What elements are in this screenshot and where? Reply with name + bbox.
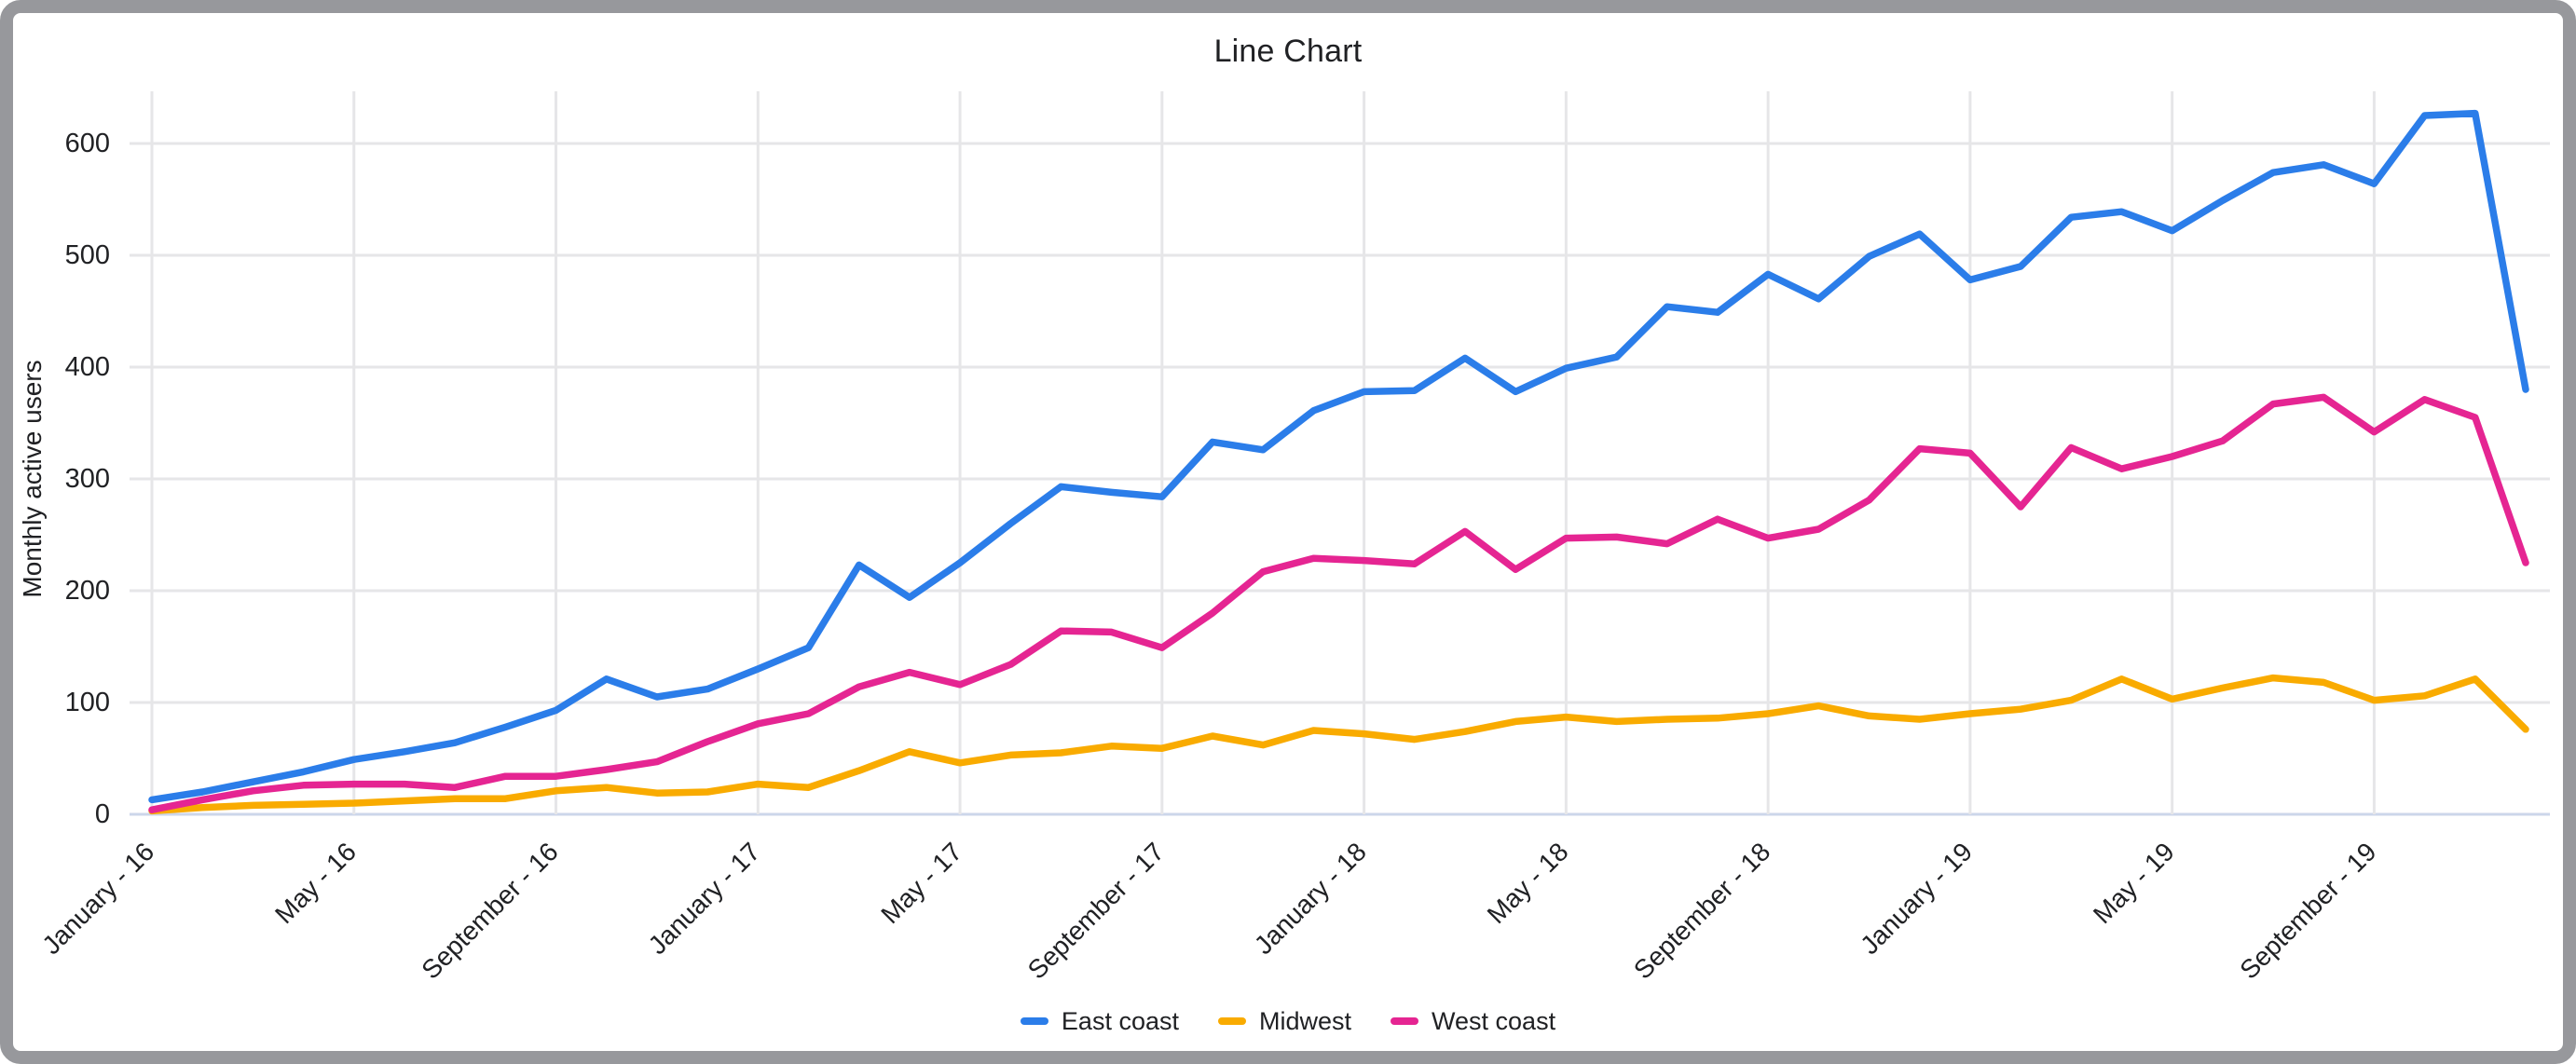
legend-item-midwest[interactable]: Midwest bbox=[1217, 1006, 1352, 1036]
y-tick-label: 500 bbox=[65, 240, 110, 270]
legend-swatch bbox=[1020, 1017, 1048, 1025]
x-tick-label: September - 17 bbox=[1022, 837, 1170, 984]
series-line-east-coast[interactable] bbox=[148, 109, 2529, 804]
legend-label: East coast bbox=[1061, 1006, 1179, 1035]
x-tick-label: May - 18 bbox=[1482, 837, 1574, 929]
y-gridlines bbox=[130, 142, 2550, 816]
x-tick-label: September - 18 bbox=[1628, 837, 1775, 984]
x-tick-label: May - 17 bbox=[875, 837, 967, 929]
x-tick-label: September - 19 bbox=[2234, 837, 2381, 984]
x-tick-labels: January - 16 May - 16 September - 16 Januar… bbox=[36, 837, 2381, 984]
series-line-west-coast[interactable] bbox=[148, 393, 2529, 813]
x-tick-label: May - 19 bbox=[2088, 837, 2180, 929]
x-tick-label: January - 18 bbox=[1249, 837, 1372, 960]
y-tick-label: 0 bbox=[95, 799, 110, 829]
y-axis-title: Monthly active users bbox=[18, 360, 47, 597]
x-tick-label: January - 19 bbox=[1855, 837, 1978, 960]
y-tick-label: 600 bbox=[65, 129, 110, 158]
series-lines bbox=[148, 109, 2529, 815]
y-tick-label: 300 bbox=[65, 464, 110, 494]
y-tick-labels: 0 100 200 300 400 500 600 bbox=[65, 129, 110, 829]
legend-label: West coast bbox=[1432, 1006, 1556, 1035]
x-tick-label: May - 16 bbox=[269, 837, 362, 929]
legend-label: Midwest bbox=[1258, 1006, 1352, 1035]
legend: East coast Midwest West coast bbox=[0, 999, 2576, 1044]
y-tick-label: 100 bbox=[65, 688, 110, 717]
legend-item-east-coast[interactable]: East coast bbox=[1020, 1006, 1179, 1036]
x-tick-label: September - 16 bbox=[416, 837, 563, 984]
x-tick-label: January - 17 bbox=[643, 837, 766, 960]
x-tick-label: January - 16 bbox=[36, 837, 159, 960]
y-tick-label: 200 bbox=[65, 576, 110, 606]
legend-swatch bbox=[1217, 1017, 1246, 1025]
legend-item-west-coast[interactable]: West coast bbox=[1391, 1007, 1555, 1036]
series-line-midwest[interactable] bbox=[148, 674, 2529, 815]
legend-swatch bbox=[1391, 1017, 1419, 1025]
y-tick-label: 400 bbox=[65, 352, 110, 382]
chart-title: Line Chart bbox=[1213, 34, 1363, 69]
